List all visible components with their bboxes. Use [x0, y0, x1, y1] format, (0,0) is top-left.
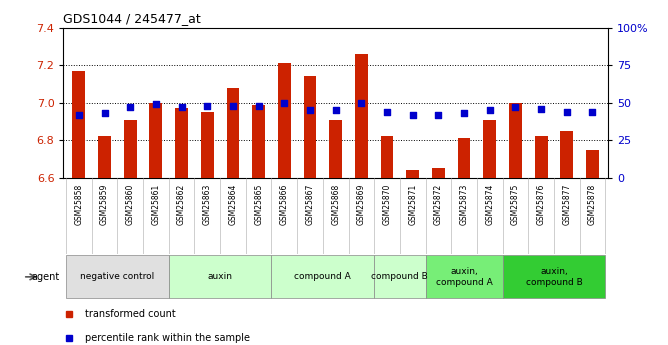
- Bar: [278, 63, 291, 178]
- Text: GSM25865: GSM25865: [254, 184, 263, 225]
- Point: [561, 109, 572, 115]
- Bar: [98, 136, 111, 178]
- Text: GSM25866: GSM25866: [280, 184, 289, 225]
- Point: [253, 103, 264, 108]
- Bar: [150, 102, 162, 178]
- Text: GSM25873: GSM25873: [460, 184, 468, 225]
- Text: percentile rank within the sample: percentile rank within the sample: [86, 333, 250, 343]
- Text: auxin,
compound A: auxin, compound A: [436, 267, 492, 287]
- Point: [356, 100, 367, 105]
- Text: GSM25863: GSM25863: [203, 184, 212, 225]
- FancyBboxPatch shape: [374, 255, 426, 298]
- Bar: [226, 88, 239, 178]
- Bar: [534, 136, 548, 178]
- Text: GDS1044 / 245477_at: GDS1044 / 245477_at: [63, 12, 201, 25]
- FancyBboxPatch shape: [169, 255, 271, 298]
- Text: GSM25874: GSM25874: [485, 184, 494, 225]
- Bar: [72, 71, 86, 178]
- Text: agent: agent: [32, 272, 60, 282]
- Point: [150, 101, 161, 107]
- FancyBboxPatch shape: [66, 255, 169, 298]
- Text: GSM25859: GSM25859: [100, 184, 109, 225]
- Point: [202, 103, 212, 108]
- Text: GSM25872: GSM25872: [434, 184, 443, 225]
- Bar: [586, 149, 599, 178]
- Text: GSM25869: GSM25869: [357, 184, 366, 225]
- Point: [305, 107, 315, 113]
- Text: GSM25878: GSM25878: [588, 184, 597, 225]
- Bar: [124, 119, 137, 178]
- Bar: [381, 136, 393, 178]
- Text: GSM25860: GSM25860: [126, 184, 135, 225]
- FancyBboxPatch shape: [502, 255, 605, 298]
- Text: transformed count: transformed count: [86, 309, 176, 318]
- Point: [176, 105, 187, 110]
- Bar: [560, 131, 573, 178]
- Bar: [406, 170, 419, 178]
- Point: [381, 109, 392, 115]
- Point: [484, 107, 495, 113]
- Bar: [355, 54, 368, 178]
- Text: GSM25868: GSM25868: [331, 184, 340, 225]
- Point: [510, 105, 521, 110]
- Bar: [458, 138, 470, 178]
- Text: GSM25876: GSM25876: [536, 184, 546, 225]
- Text: compound A: compound A: [295, 272, 351, 282]
- Point: [587, 109, 598, 115]
- Bar: [484, 119, 496, 178]
- Point: [407, 112, 418, 117]
- Text: GSM25870: GSM25870: [383, 184, 391, 225]
- Point: [433, 112, 444, 117]
- Point: [125, 105, 136, 110]
- Bar: [175, 108, 188, 178]
- Text: auxin: auxin: [208, 272, 232, 282]
- Text: GSM25862: GSM25862: [177, 184, 186, 225]
- Text: GSM25875: GSM25875: [511, 184, 520, 225]
- Point: [73, 112, 84, 117]
- Bar: [509, 102, 522, 178]
- Text: negative control: negative control: [80, 272, 154, 282]
- Text: GSM25861: GSM25861: [152, 184, 160, 225]
- FancyBboxPatch shape: [271, 255, 374, 298]
- Point: [100, 110, 110, 116]
- Point: [279, 100, 290, 105]
- Text: GSM25871: GSM25871: [408, 184, 418, 225]
- Text: GSM25864: GSM25864: [228, 184, 237, 225]
- Text: GSM25877: GSM25877: [562, 184, 571, 225]
- Point: [536, 106, 546, 111]
- Text: auxin,
compound B: auxin, compound B: [526, 267, 582, 287]
- Text: compound B: compound B: [371, 272, 428, 282]
- Bar: [253, 105, 265, 178]
- Point: [330, 107, 341, 113]
- FancyBboxPatch shape: [426, 255, 502, 298]
- Bar: [432, 168, 445, 178]
- Bar: [201, 112, 214, 178]
- Text: GSM25867: GSM25867: [305, 184, 315, 225]
- Text: GSM25858: GSM25858: [74, 184, 84, 225]
- Bar: [303, 76, 317, 178]
- Point: [228, 103, 238, 108]
- Bar: [329, 119, 342, 178]
- Point: [459, 110, 470, 116]
